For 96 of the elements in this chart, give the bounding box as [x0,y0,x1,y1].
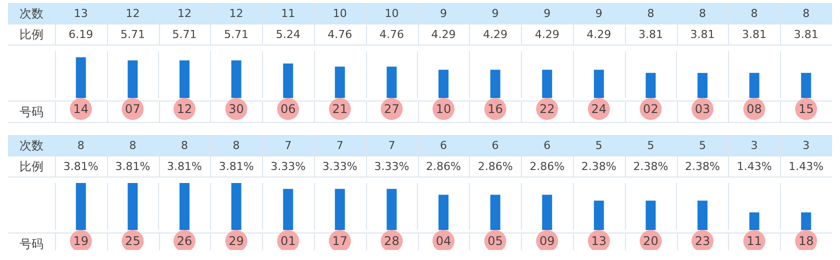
text: 2.38% [685,160,720,173]
x-tick-label: 10 [436,102,452,116]
text: 3.81% [167,160,202,173]
text: 4.29 [586,28,612,41]
x-tick-label: 03 [694,102,710,116]
data-label: 3 [802,139,810,152]
x-tick-label: 16 [488,102,503,116]
x-tick-label: 09 [539,234,555,248]
text: 4.29 [431,28,456,41]
x-tick-label: 18 [798,234,814,248]
data-label: 8 [129,139,136,152]
data-label: 13 [74,7,88,20]
text: 3.81 [690,28,715,41]
data-label: 8 [232,139,240,152]
data-label: 10 [332,7,347,20]
data-label: 8 [802,7,810,20]
text: 5.24 [276,28,300,41]
text: 号码 [20,237,44,251]
text: 3.81 [638,28,663,41]
x-tick-label: 29 [228,234,244,248]
data-label: 8 [181,139,188,152]
data-label: 7 [388,139,396,152]
x-tick-label: 08 [746,102,762,116]
data-label: 6 [544,139,551,152]
data-label: 12 [126,7,140,20]
text: 比例 [20,28,44,42]
data-label: 6 [492,139,499,152]
x-tick-label: 15 [798,102,814,116]
text: 4.29 [483,28,508,41]
text: 号码 [20,105,44,119]
text: 3.33% [322,160,358,173]
x-tick-label: 05 [488,234,503,248]
text: 4.29 [534,28,560,41]
text: 5.71 [224,28,249,41]
x-tick-label: 14 [73,102,89,116]
data-label: 9 [440,7,447,20]
x-tick-label: 25 [125,234,140,248]
text: 3.81% [218,160,254,173]
text: 1.43% [788,160,824,173]
data-label: 8 [77,139,84,152]
text: 3.33% [374,160,410,173]
x-tick-label: 24 [591,102,607,116]
x-tick-label: 22 [539,102,555,116]
x-tick-label: 12 [176,102,192,116]
x-tick-label: 26 [176,234,192,248]
x-tick-label: 17 [332,234,348,248]
text: 3.81% [115,160,150,173]
text: 5.71 [120,28,145,41]
text: 次数 [20,138,44,152]
text: 3.81 [794,28,818,41]
text: 3.81 [742,28,767,41]
x-tick-label: 19 [73,234,89,248]
x-tick-label: 23 [694,234,710,248]
x-tick-label: 30 [228,102,244,116]
text: 2.38% [581,160,616,173]
data-label: 10 [384,7,399,20]
text: 2.86% [426,160,461,173]
data-label: 9 [595,7,602,20]
data-label: 12 [178,7,192,20]
text: 1.43% [736,160,772,173]
x-tick-label: 04 [436,234,452,248]
text: 2.86% [530,160,565,173]
data-label: 5 [647,139,654,152]
x-tick-label: 21 [332,102,348,116]
x-tick-label: 07 [125,102,140,116]
text: 5.71 [172,28,197,41]
text: 2.38% [633,160,668,173]
data-label: 6 [440,139,447,152]
text: 比例 [20,160,44,174]
x-tick-label: 28 [384,234,400,248]
data-label: 8 [750,7,758,20]
text: 次数 [20,6,44,20]
data-label: 8 [699,7,706,20]
data-label: 7 [336,139,344,152]
text: 4.76 [379,28,404,41]
data-label: 9 [544,7,551,20]
x-tick-label: 11 [746,234,762,248]
data-label: 5 [595,139,602,152]
data-label: 7 [284,139,292,152]
text: 6.19 [68,28,94,41]
data-label: 9 [492,7,499,20]
data-label: 8 [647,7,654,20]
text: 2.86% [478,160,513,173]
data-label: 11 [281,7,296,20]
x-tick-label: 06 [280,102,296,116]
text: 4.76 [328,28,352,41]
x-tick-label: 02 [643,102,658,116]
data-label: 12 [229,7,244,20]
x-tick-label: 20 [643,234,658,248]
x-tick-label: 13 [591,234,607,248]
x-tick-label: 01 [280,234,296,248]
x-tick-label: 27 [384,102,400,116]
data-label: 3 [750,139,758,152]
text: 3.81% [63,160,98,173]
data-label: 5 [699,139,706,152]
text: 3.33% [270,160,306,173]
